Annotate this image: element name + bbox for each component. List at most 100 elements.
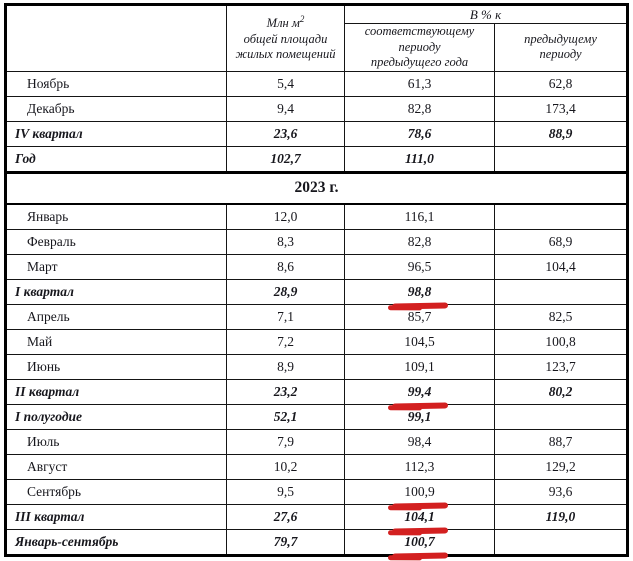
superscript-2: 2 xyxy=(300,14,305,24)
row-label: Январь xyxy=(6,204,227,230)
row-label: Май xyxy=(6,329,227,354)
row-label: Год xyxy=(6,146,227,172)
row-label-text: Апрель xyxy=(27,309,70,324)
row-label-text: Май xyxy=(27,334,52,349)
row-label-text: Август xyxy=(27,459,67,474)
prev-period-value-text: 173,4 xyxy=(545,101,575,116)
yoy-value-text: 82,8 xyxy=(408,101,432,116)
unit-column-header: Млн м2 общей площади жилых помещений xyxy=(227,5,345,72)
unit-header-line2: общей площади xyxy=(244,32,328,46)
area-value-text: 8,3 xyxy=(277,234,294,249)
area-value: 27,6 xyxy=(227,504,345,529)
area-value-text: 52,1 xyxy=(274,409,298,424)
row-label-text: Декабрь xyxy=(27,101,75,116)
yoy-header-line3: предыдущего года xyxy=(371,55,468,69)
area-value: 8,6 xyxy=(227,254,345,279)
yoy-value-text: 111,0 xyxy=(405,151,434,166)
area-value: 7,1 xyxy=(227,304,345,329)
prev-period-value-text: 129,2 xyxy=(545,459,575,474)
area-value: 7,9 xyxy=(227,429,345,454)
area-value-text: 28,9 xyxy=(274,284,298,299)
prev-period-value xyxy=(495,146,628,172)
unit-header-line3: жилых помещений xyxy=(235,47,335,61)
yoy-value-text: 61,3 xyxy=(408,76,432,91)
area-value: 5,4 xyxy=(227,71,345,96)
yoy-value: 116,1 xyxy=(345,204,495,230)
area-value-text: 12,0 xyxy=(274,209,298,224)
year-section-row: 2023 г. xyxy=(6,172,628,204)
prev-header-line2: периоду xyxy=(539,47,581,61)
row-label: Декабрь xyxy=(6,96,227,121)
area-value-text: 5,4 xyxy=(277,76,294,91)
yoy-value-text: 99,1 xyxy=(408,409,432,424)
yoy-value: 99,1 xyxy=(345,404,495,429)
prev-period-value: 123,7 xyxy=(495,354,628,379)
prev-period-value: 82,5 xyxy=(495,304,628,329)
row-label: Август xyxy=(6,454,227,479)
area-value-text: 7,1 xyxy=(277,309,294,324)
prev-header-line1: предыдущему xyxy=(524,32,597,46)
area-value-text: 8,9 xyxy=(277,359,294,374)
yoy-value: 96,5 xyxy=(345,254,495,279)
row-label: III квартал xyxy=(6,504,227,529)
yoy-value-text: 116,1 xyxy=(405,209,435,224)
row-label: Июнь xyxy=(6,354,227,379)
prev-period-value: 93,6 xyxy=(495,479,628,504)
area-value: 23,2 xyxy=(227,379,345,404)
year-section-title: 2023 г. xyxy=(6,172,628,204)
prev-period-column-header: предыдущему периоду xyxy=(495,24,628,72)
area-value: 10,2 xyxy=(227,454,345,479)
yoy-value: 100,7 xyxy=(345,529,495,555)
yoy-value: 82,8 xyxy=(345,229,495,254)
prev-period-value xyxy=(495,529,628,555)
yoy-value-text: 96,5 xyxy=(408,259,432,274)
row-label: Февраль xyxy=(6,229,227,254)
prev-period-value-text: 123,7 xyxy=(545,359,575,374)
area-value: 12,0 xyxy=(227,204,345,230)
prev-period-value-text: 93,6 xyxy=(549,484,573,499)
yoy-value: 85,7 xyxy=(345,304,495,329)
row-label: Сентябрь xyxy=(6,479,227,504)
table-row: Август 10,2 112,3 129,2 xyxy=(6,454,628,479)
area-value-text: 23,2 xyxy=(274,384,298,399)
area-value: 52,1 xyxy=(227,404,345,429)
row-label-text: Год xyxy=(15,151,36,166)
prev-period-value: 104,4 xyxy=(495,254,628,279)
row-label-text: III квартал xyxy=(15,509,84,524)
yoy-value-text: 78,6 xyxy=(408,126,432,141)
table-row: Июнь 8,9 109,1 123,7 xyxy=(6,354,628,379)
yoy-header-line1: соответствующему xyxy=(365,24,474,38)
yoy-value-text: 112,3 xyxy=(405,459,435,474)
unit-header-line1: Млн м2 xyxy=(267,16,305,30)
yoy-value: 82,8 xyxy=(345,96,495,121)
area-value-text: 79,7 xyxy=(274,534,298,549)
area-value-text: 7,9 xyxy=(277,434,294,449)
prev-period-value xyxy=(495,204,628,230)
yoy-value: 104,1 xyxy=(345,504,495,529)
empty-corner-cell xyxy=(6,5,227,72)
area-value-text: 27,6 xyxy=(274,509,298,524)
summary-row: Год 102,7 111,0 xyxy=(6,146,628,172)
yoy-value-text: 104,1 xyxy=(404,509,434,524)
row-label-text: Июль xyxy=(27,434,59,449)
area-value: 8,3 xyxy=(227,229,345,254)
prev-period-value-text: 88,7 xyxy=(549,434,573,449)
prev-period-value-text: 104,4 xyxy=(545,259,575,274)
area-value-text: 8,6 xyxy=(277,259,294,274)
prev-period-value: 119,0 xyxy=(495,504,628,529)
row-label: IV квартал xyxy=(6,121,227,146)
row-label-text: I квартал xyxy=(15,284,74,299)
area-value-text: 102,7 xyxy=(270,151,300,166)
yoy-value-text: 109,1 xyxy=(404,359,434,374)
housing-statistics-table: Млн м2 общей площади жилых помещений В %… xyxy=(4,3,629,557)
row-label-text: Сентябрь xyxy=(27,484,81,499)
